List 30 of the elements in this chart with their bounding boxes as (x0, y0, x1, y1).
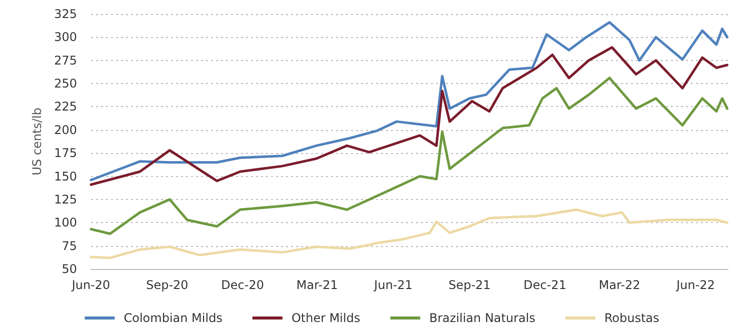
y-tick-label: 75 (62, 238, 77, 253)
x-tick-label: Dec-20 (221, 278, 264, 292)
y-tick-label: 300 (54, 30, 77, 44)
x-tick-label: Sep-21 (448, 278, 491, 292)
legend-label: Robustas (604, 311, 660, 325)
y-tick-label: 325 (54, 7, 77, 21)
legend-label: Brazilian Naturals (429, 311, 536, 325)
x-tick-label: Jun-21 (373, 278, 413, 292)
y-axis-title: US cents/lb (30, 108, 44, 176)
line-series (90, 208, 728, 260)
legend-label: Other Milds (291, 311, 360, 325)
x-tick-label: Sep-20 (146, 278, 188, 292)
x-tick-label: Jun-20 (70, 278, 110, 292)
y-tick-label: 125 (54, 192, 77, 206)
y-tick-label: 200 (54, 122, 77, 137)
line-series (90, 76, 728, 236)
x-tick-label: Dec-21 (524, 278, 566, 292)
line-series (90, 46, 728, 186)
legend-label: Colombian Milds (124, 311, 222, 325)
y-tick-label: 250 (54, 76, 77, 91)
y-tick-label: 50 (62, 262, 77, 276)
y-tick-label: 150 (54, 169, 77, 184)
x-tick-label: Mar-21 (296, 278, 338, 292)
x-tick-label: Jun-22 (676, 278, 715, 292)
y-tick-label: 275 (54, 53, 77, 68)
y-tick-label: 175 (54, 146, 77, 160)
y-tick-label: 100 (54, 216, 77, 230)
y-tick-label: 225 (54, 100, 77, 114)
x-tick-label: Mar-22 (598, 278, 640, 292)
line-series (90, 21, 728, 182)
